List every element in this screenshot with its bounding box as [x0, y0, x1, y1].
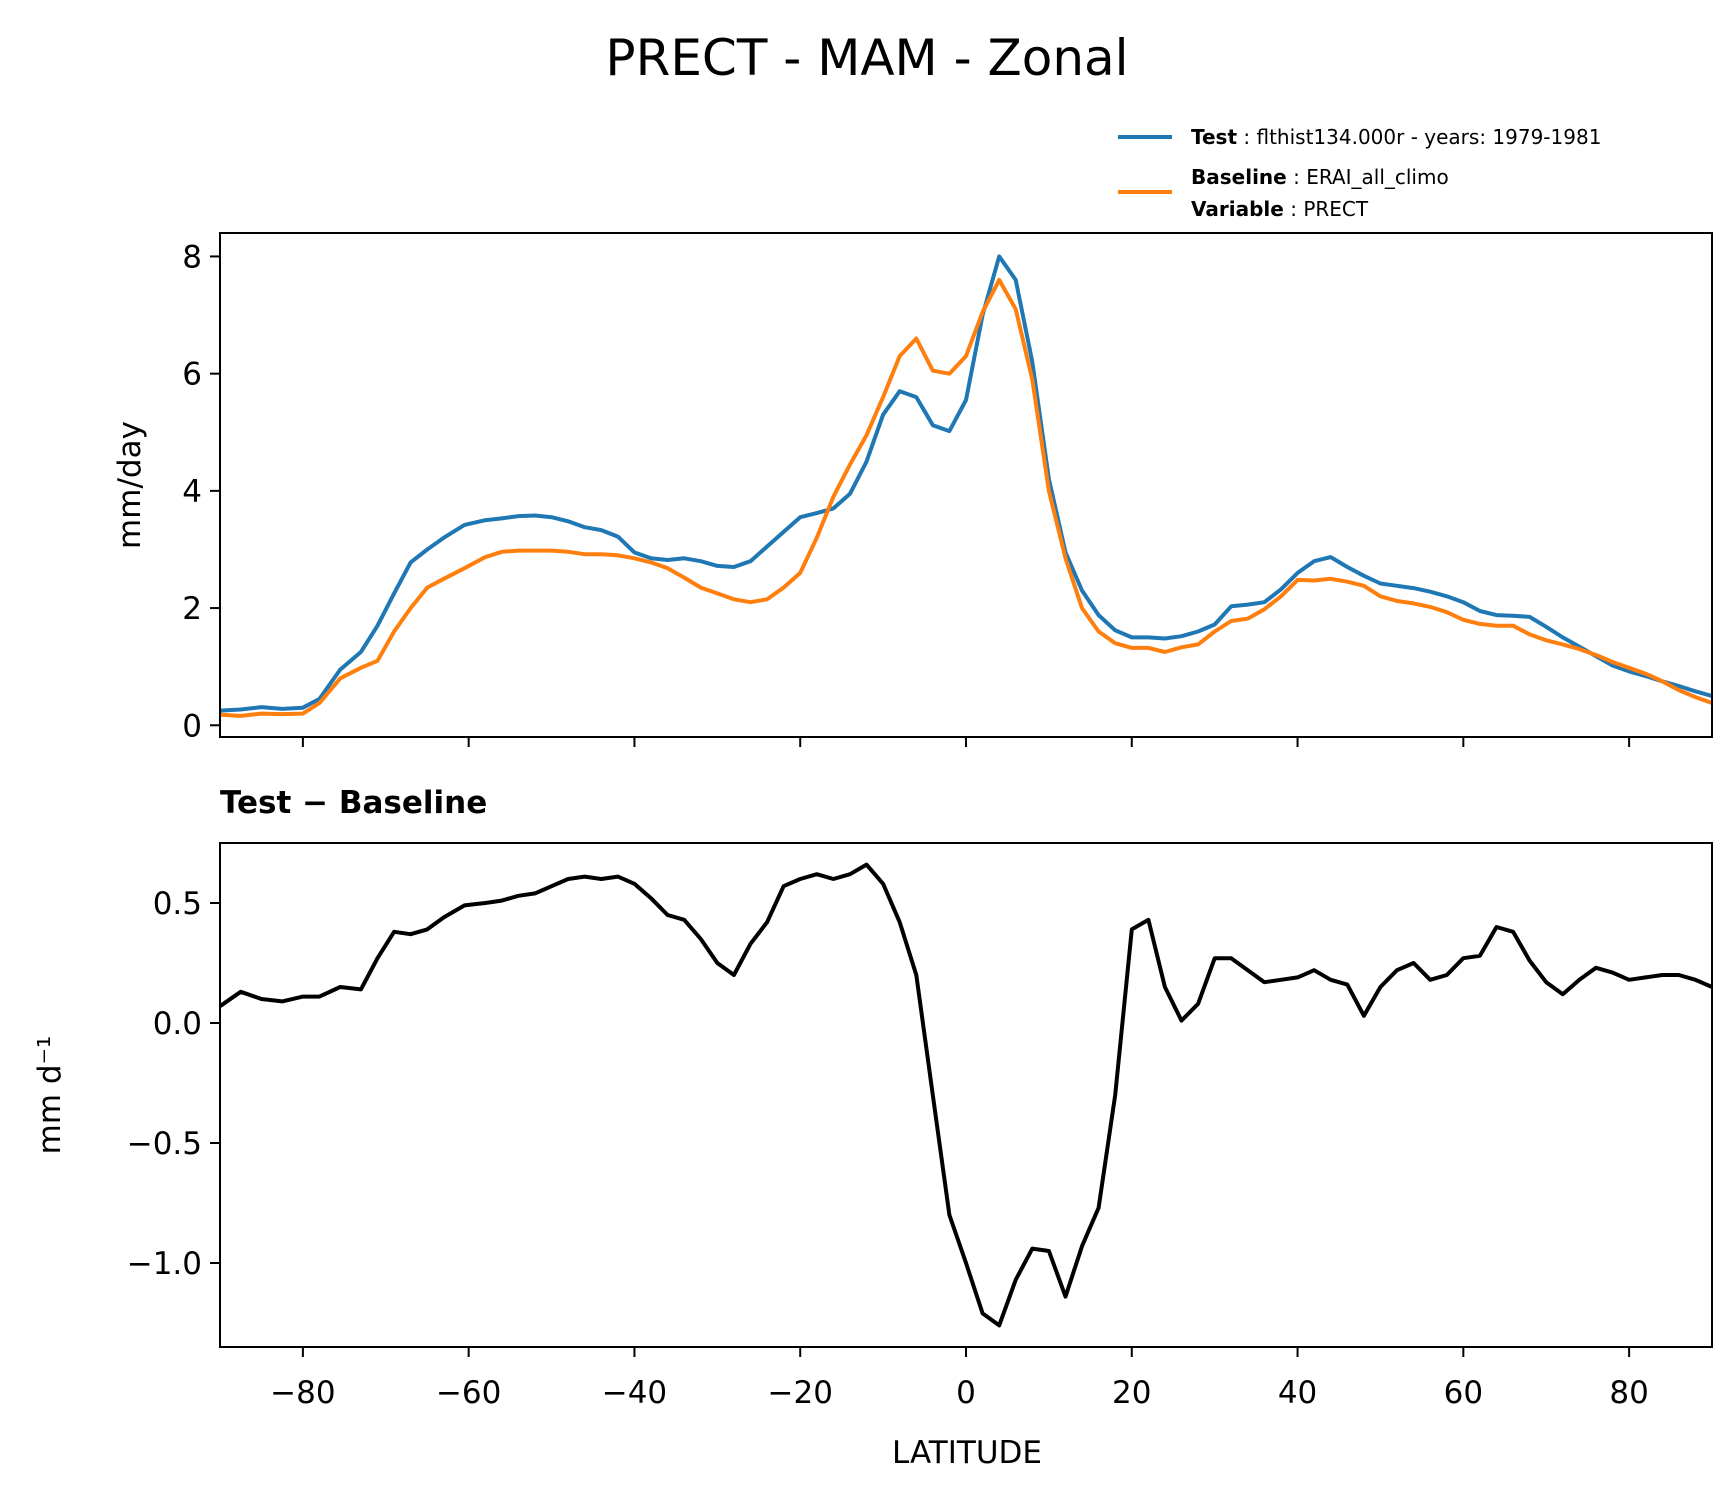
ytick-label: 0.0 — [153, 1006, 202, 1042]
xtick-label: 20 — [1112, 1375, 1151, 1411]
top-panel-ticks: 0 2 4 6 8 — [182, 239, 1631, 747]
bottom-panel-frame — [219, 842, 1713, 1348]
ytick-label: −1.0 — [127, 1246, 202, 1282]
xtick-label: 0 — [956, 1375, 976, 1411]
svg-text:Variable : PRECT: Variable : PRECT — [1191, 197, 1369, 221]
top-panel-lines — [219, 254, 1713, 718]
bottom-panel: Test − Baseline 0.5 0.0 −0.5 −1.0 mm d⁻¹ −8… — [32, 785, 1713, 1471]
series-line-test-baseline — [218, 862, 1713, 1328]
legend-label-baseline: ERAI_all_climo — [1306, 165, 1449, 189]
xtick-label: −60 — [436, 1375, 501, 1411]
top-panel-frame — [219, 232, 1713, 738]
xtick-label: −20 — [768, 1375, 833, 1411]
top-panel-ylabel: mm/day — [112, 421, 148, 549]
ytick-label: 2 — [182, 591, 202, 627]
legend-label-variable: PRECT — [1303, 197, 1369, 221]
bottom-panel-ticks: 0.5 0.0 −0.5 −1.0 — [127, 886, 1631, 1357]
ytick-label: 4 — [182, 474, 202, 510]
x-axis-ticks: −80 −60 −40 −20 0 20 40 60 80 — [270, 1375, 1649, 1411]
legend: Test : flthist134.000r - years: 1979-198… — [1118, 125, 1601, 221]
bottom-panel-lines — [218, 862, 1713, 1328]
xtick-label: −40 — [602, 1375, 667, 1411]
bottom-panel-ylabel: mm d⁻¹ — [32, 1036, 68, 1155]
ytick-label: 6 — [182, 357, 202, 393]
x-axis-label: LATITUDE — [892, 1435, 1042, 1471]
ytick-label: 0 — [182, 708, 202, 744]
top-panel: 0 2 4 6 8 mm/day — [112, 232, 1713, 747]
svg-text:Test : flthist13: Test : flthist134.000r - years: 1979-198… — [1191, 125, 1601, 149]
xtick-label: 40 — [1278, 1375, 1317, 1411]
legend-key-variable: Variable — [1191, 197, 1284, 221]
svg-text:Baseline : ERAI_: Baseline : ERAI_all_climo — [1191, 165, 1449, 189]
chart-title: PRECT - MAM - Zonal — [605, 29, 1128, 87]
ytick-label: 0.5 — [153, 886, 202, 922]
series-line-test — [219, 254, 1713, 713]
legend-key-baseline: Baseline — [1191, 165, 1287, 189]
bottom-panel-subtitle: Test − Baseline — [220, 785, 487, 821]
xtick-label: 80 — [1609, 1375, 1648, 1411]
legend-key-test: Test — [1191, 125, 1237, 149]
legend-label-test: flthist134.000r - years: 1979-1981 — [1256, 125, 1601, 149]
xtick-label: −80 — [270, 1375, 335, 1411]
series-line-baseline — [219, 277, 1713, 718]
ytick-label: 8 — [182, 239, 202, 275]
xtick-label: 60 — [1444, 1375, 1483, 1411]
ytick-label: −0.5 — [127, 1126, 202, 1162]
